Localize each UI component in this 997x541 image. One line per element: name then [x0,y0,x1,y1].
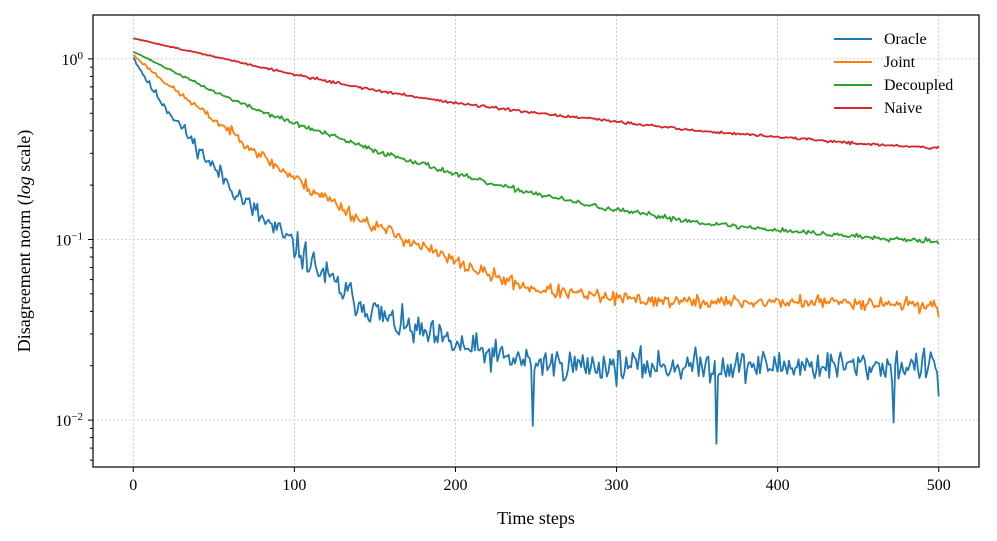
y-axis-label-italic: log [14,176,34,199]
series-line-oracle [132,56,940,445]
grid [93,15,979,467]
legend: Oracle Joint Decoupled Naive [834,31,953,117]
y-tick-label: 10−2 [55,411,83,430]
y-axis-label: Disagreement norm (log scale) [14,130,35,352]
axis-ticks: 0 100 200 300 400 500 100 10−1 10−2 [55,50,950,494]
x-tick-label: 200 [443,477,467,494]
y-tick-label: 100 [62,50,84,69]
x-tick-label: 400 [766,477,790,494]
legend-label-oracle: Oracle [884,31,927,48]
x-tick-label: 100 [282,477,306,494]
series-line-joint [132,54,940,318]
x-tick-label: 500 [927,477,951,494]
y-axis-label-after: scale) [14,130,35,176]
y-axis-label-before: Disagreement norm ( [14,199,35,352]
x-axis-label: Time steps [497,508,575,528]
legend-label-joint: Joint [884,54,916,71]
x-tick-label: 300 [605,477,629,494]
series-line-naive [133,37,940,150]
x-tick-label: 0 [129,477,137,494]
plot-frame [92,14,980,468]
legend-label-decoupled: Decoupled [884,77,953,94]
legend-label-naive: Naive [884,100,922,117]
y-tick-label: 10−1 [55,231,83,250]
series-lines [132,37,940,445]
series-line-decoupled [132,50,940,245]
